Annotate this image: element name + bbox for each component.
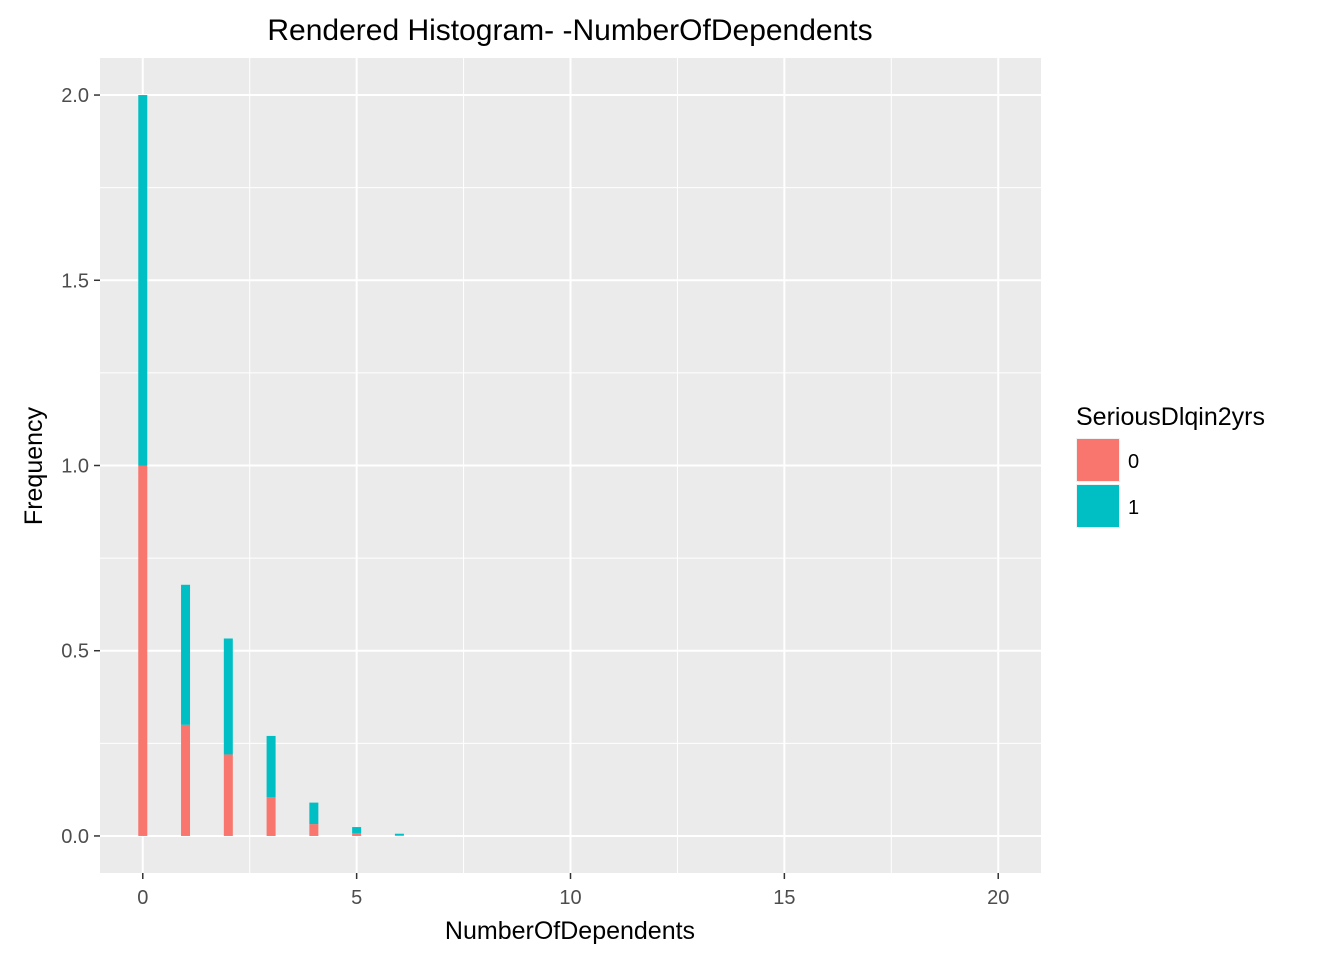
bar-segment-0-x6	[394, 835, 404, 836]
x-tick-label: 20	[987, 887, 1009, 909]
y-tick-label: 1.0	[61, 456, 89, 478]
x-tick-label: 15	[773, 887, 795, 909]
chart-title: Rendered Histogram- -NumberOfDependents	[267, 14, 872, 47]
bar-segment-1-x2	[223, 638, 233, 755]
y-tick-label: 0.5	[61, 641, 89, 663]
legend-label-0: 0	[1128, 451, 1139, 473]
x-tick-label: 10	[559, 887, 581, 909]
x-tick-label: 5	[351, 887, 362, 909]
bar-segment-1-x1	[181, 584, 191, 725]
legend-label-1: 1	[1128, 497, 1139, 519]
x-tick-label: 0	[137, 887, 148, 909]
bar-segment-1-x3	[266, 735, 276, 798]
bar-segment-1-x6	[394, 833, 404, 836]
bar-segment-0-x2	[223, 754, 233, 836]
bar-segment-0-x0	[138, 465, 148, 836]
bar-segment-0-x4	[309, 824, 319, 836]
bar-segment-1-x5	[352, 827, 362, 833]
y-tick-label: 2.0	[61, 85, 89, 107]
bar-segment-0-x1	[181, 724, 191, 836]
legend: SeriousDlqin2yrs 01	[1076, 403, 1265, 528]
y-tick-label: 1.5	[61, 270, 89, 292]
legend-title: SeriousDlqin2yrs	[1076, 403, 1265, 431]
y-axis-title: Frequency	[20, 406, 48, 525]
x-axis-title: NumberOfDependents	[445, 917, 695, 945]
legend-key-0	[1077, 439, 1119, 481]
bar-segment-0-x5	[352, 832, 362, 836]
y-axis: 0.0 0.5 1.0 1.5 2.0	[61, 85, 100, 848]
bar-segment-1-x0	[138, 95, 148, 466]
legend-items: 01	[1076, 438, 1139, 528]
bar-segment-0-x3	[266, 797, 276, 836]
x-axis: 0 5 10 15 20	[137, 873, 1009, 909]
legend-key-1	[1077, 485, 1119, 527]
bar-segment-1-x4	[309, 802, 319, 825]
bars-layer	[138, 95, 404, 836]
y-tick-label: 0.0	[61, 826, 89, 848]
